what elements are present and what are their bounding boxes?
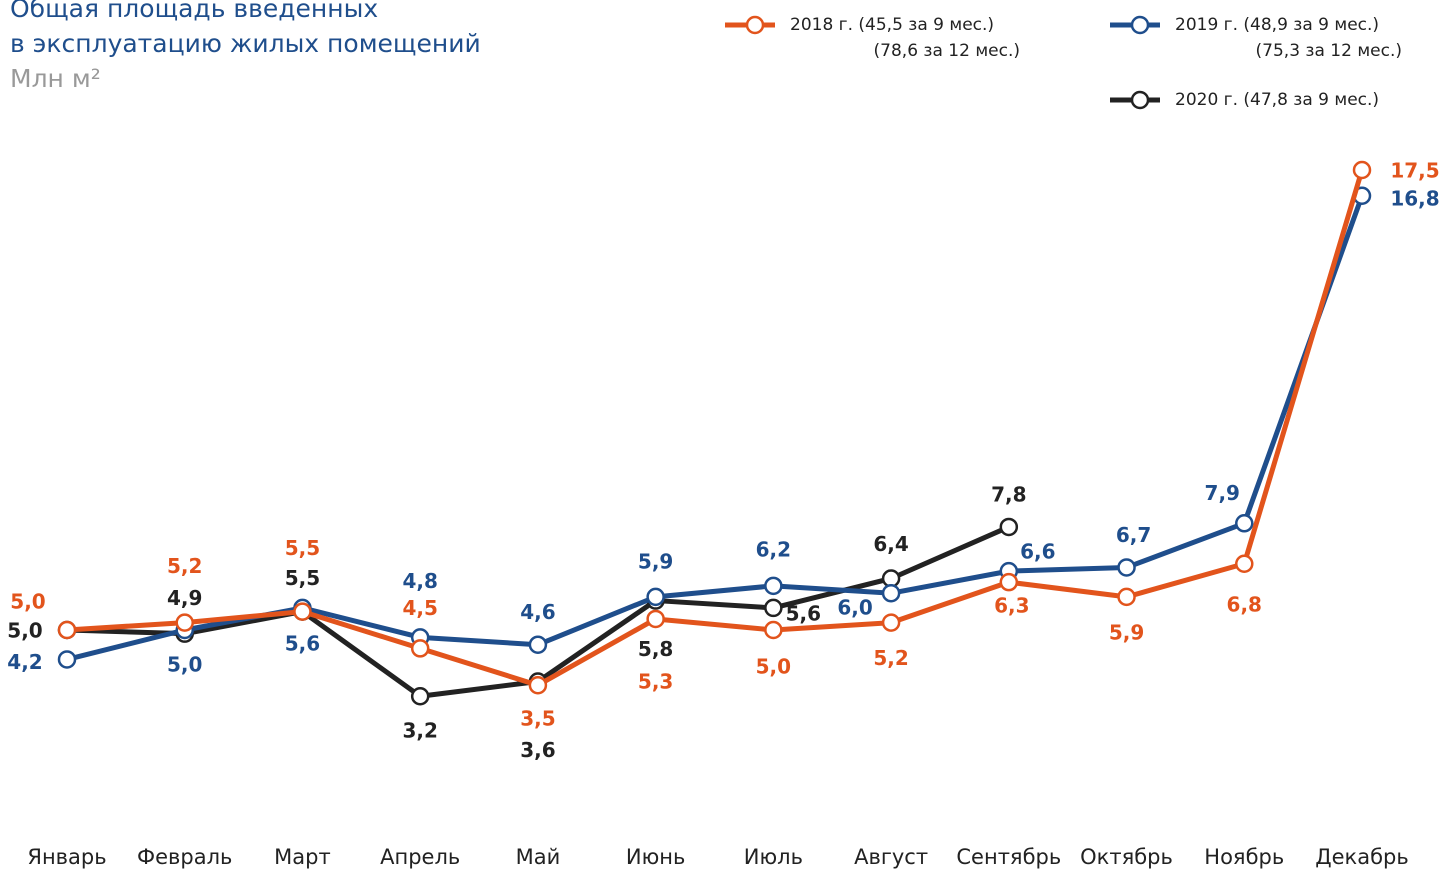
data-label: 5,5 xyxy=(285,536,320,560)
data-label: 5,2 xyxy=(873,646,908,670)
data-label: 6,7 xyxy=(1116,523,1151,547)
x-tick-label: Июль xyxy=(744,845,803,869)
data-label: 5,0 xyxy=(756,655,791,679)
data-label: 5,5 xyxy=(285,566,320,590)
legend-swatch xyxy=(1130,90,1150,110)
data-label: 5,0 xyxy=(10,590,45,614)
data-point xyxy=(1352,160,1372,180)
data-point xyxy=(410,686,430,706)
data-point xyxy=(1235,514,1254,533)
x-tick-label: Март xyxy=(274,845,331,869)
data-point xyxy=(764,598,783,618)
x-tick-label: Февраль xyxy=(137,845,232,869)
data-label: 7,9 xyxy=(1205,481,1240,505)
data-point xyxy=(881,583,901,603)
data-label: 3,2 xyxy=(402,719,437,743)
data-label: 5,8 xyxy=(638,637,673,661)
data-label: 4,2 xyxy=(7,650,42,674)
data-label: 5,2 xyxy=(167,554,202,578)
data-point xyxy=(528,675,548,695)
data-label: 6,2 xyxy=(756,537,791,561)
data-point xyxy=(881,613,901,632)
data-label: 5,9 xyxy=(1109,620,1144,644)
data-label: 5,9 xyxy=(638,549,673,573)
data-label: 5,6 xyxy=(285,631,320,655)
x-tick-label: Май xyxy=(516,845,561,869)
x-tick-label: Июнь xyxy=(626,845,686,869)
x-tick-label: Апрель xyxy=(380,845,460,869)
data-label: 4,6 xyxy=(520,600,555,624)
data-label: 7,8 xyxy=(991,482,1026,506)
data-point xyxy=(57,650,77,669)
data-point xyxy=(1117,558,1136,577)
data-point xyxy=(999,572,1019,592)
data-label: 6,0 xyxy=(837,596,872,620)
data-point xyxy=(175,613,194,632)
data-label: 6,8 xyxy=(1227,592,1262,616)
data-label: 4,9 xyxy=(167,586,202,610)
series-line xyxy=(66,169,1365,688)
data-point xyxy=(1117,587,1136,607)
data-point xyxy=(57,620,77,640)
data-label: 6,6 xyxy=(1020,540,1055,564)
data-label: 5,0 xyxy=(7,619,42,643)
data-point xyxy=(764,576,783,596)
x-tick-label: Декабрь xyxy=(1315,845,1409,869)
data-label: 5,6 xyxy=(786,601,821,625)
unit-label: Млн м² xyxy=(10,64,101,93)
legend-note: (78,6 за 12 мес.) xyxy=(874,41,1020,61)
data-label: 5,0 xyxy=(167,653,202,677)
x-tick-label: Август xyxy=(854,845,928,869)
x-tick-label: Октябрь xyxy=(1080,845,1173,869)
data-label: 3,5 xyxy=(520,707,555,731)
x-tick-label: Январь xyxy=(27,845,106,869)
data-point xyxy=(999,517,1019,537)
x-tick-label: Сентябрь xyxy=(956,845,1061,869)
legend-label: 2019 г. (48,9 за 9 мес.) xyxy=(1175,15,1379,35)
data-point xyxy=(646,609,665,629)
data-label: 4,5 xyxy=(402,596,437,620)
data-label: 3,6 xyxy=(520,738,555,762)
data-label: 6,4 xyxy=(873,532,908,556)
legend-swatch xyxy=(745,15,765,35)
series-line xyxy=(66,194,1365,662)
legend-note: (75,3 за 12 мес.) xyxy=(1256,41,1402,61)
x-tick-label: Ноябрь xyxy=(1204,845,1284,869)
data-label: 17,5 xyxy=(1390,159,1439,183)
data-point xyxy=(410,639,430,658)
data-point xyxy=(646,587,665,607)
data-point xyxy=(293,602,312,621)
chart-title: в эксплуатацию жилых помещений xyxy=(10,29,481,58)
data-label: 16,8 xyxy=(1390,186,1439,210)
chart-title: Общая площадь введенных xyxy=(10,0,378,23)
data-label: 5,3 xyxy=(638,669,673,693)
legend-label: 2018 г. (45,5 за 9 мес.) xyxy=(790,15,994,35)
legend-label: 2020 г. (47,8 за 9 мес.) xyxy=(1175,90,1379,110)
data-point xyxy=(764,620,783,640)
data-point xyxy=(528,635,548,654)
data-label: 6,3 xyxy=(994,594,1029,618)
data-label: 4,8 xyxy=(402,569,437,593)
data-point xyxy=(1235,554,1254,574)
legend-swatch xyxy=(1130,15,1150,35)
